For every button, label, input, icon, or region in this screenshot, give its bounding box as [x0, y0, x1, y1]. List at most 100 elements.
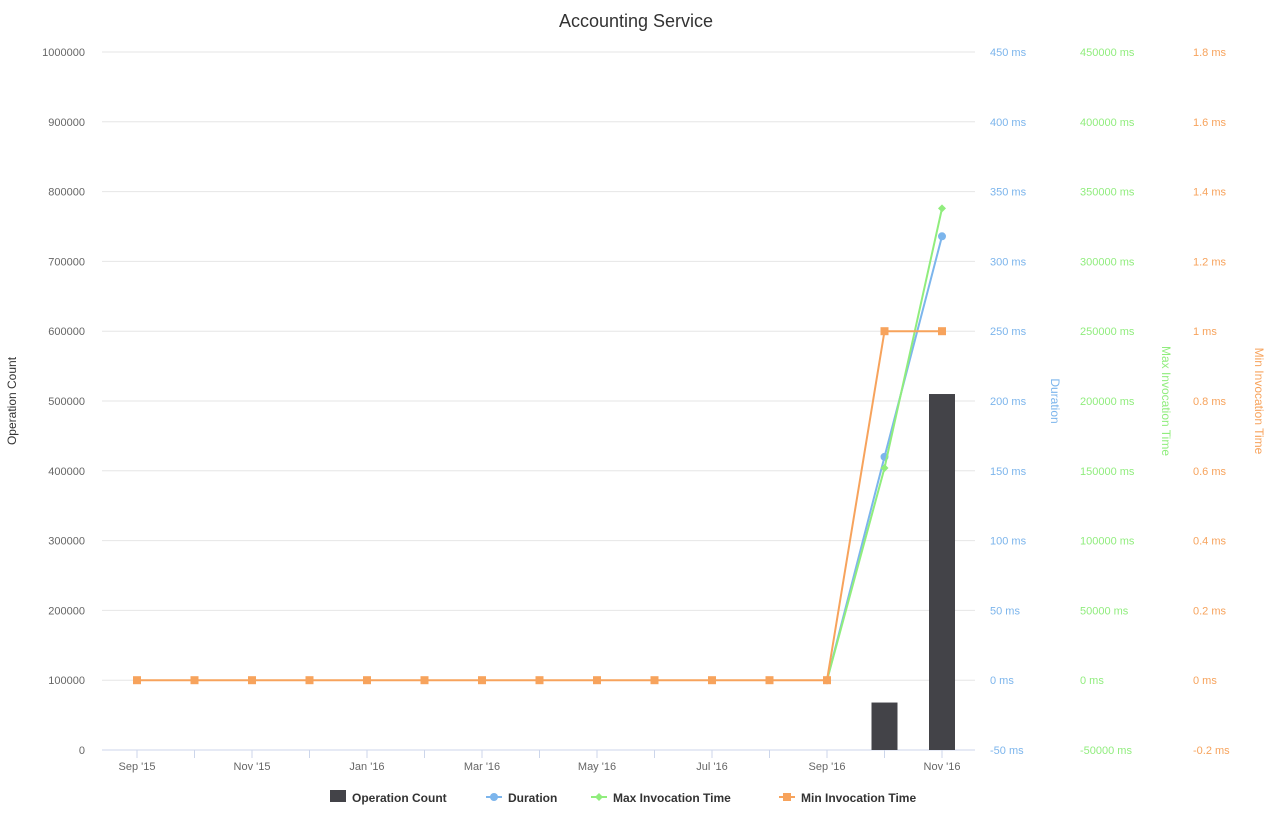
min-axis-title: Min Invocation Time	[1252, 348, 1266, 455]
point-min-invocation-time	[420, 676, 429, 685]
min-axis-tick-label: 0.2 ms	[1193, 605, 1227, 617]
left-axis-tick-label: 100000	[48, 675, 85, 687]
gridlines	[102, 51, 975, 751]
bar-operation-count	[929, 394, 955, 750]
left-axis-tick-label: 0	[79, 745, 85, 757]
point-max-invocation-time	[938, 204, 946, 213]
duration-axis-tick-label: 50 ms	[990, 605, 1020, 617]
min-axis-tick-label: 0.4 ms	[1193, 536, 1227, 548]
x-axis-tick-label: Jul '16	[696, 761, 727, 773]
point-min-invocation-time	[708, 676, 716, 685]
legend-symbol	[490, 793, 498, 801]
left-axis: 0 100000 200000 300000 400000 500000 600000 700…	[5, 47, 85, 757]
point-min-invocation-time	[363, 676, 371, 685]
max-axis-tick-label: 0 ms	[1080, 675, 1104, 687]
x-axis-tick-label: Jan '16	[349, 761, 384, 773]
legend-label: Duration	[508, 791, 557, 805]
duration-axis-tick-label: 450 ms	[990, 47, 1027, 59]
x-axis-tick-label: May '16	[578, 761, 616, 773]
point-min-invocation-time	[938, 327, 946, 336]
point-min-invocation-time	[823, 676, 831, 685]
min-axis-tick-label: 0.8 ms	[1193, 396, 1227, 408]
min-axis-tick-label: 1 ms	[1193, 326, 1217, 338]
chart-title: Accounting Service	[559, 11, 713, 31]
point-max-invocation-time	[880, 464, 889, 473]
max-axis-tick-label: 450000 ms	[1080, 47, 1135, 59]
duration-axis-tick-label: 350 ms	[990, 187, 1027, 199]
max-axis-tick-label: -50000 ms	[1080, 745, 1132, 757]
legend-label: Min Invocation Time	[801, 791, 916, 805]
legend-item-duration: Duration	[486, 791, 557, 805]
left-axis-tick-label: 800000	[48, 187, 85, 199]
legend-symbol	[783, 793, 791, 801]
point-min-invocation-time	[305, 676, 314, 685]
point-min-invocation-time	[478, 676, 486, 685]
legend-label: Max Invocation Time	[613, 791, 731, 805]
duration-axis-tick-label: 200 ms	[990, 396, 1027, 408]
left-axis-tick-label: 700000	[48, 256, 85, 268]
max-invocation-axis: -50000 ms 0 ms 50000 ms 100000 ms 150000 ms 2…	[1080, 47, 1173, 757]
min-axis-tick-label: 1.6 ms	[1193, 117, 1227, 129]
min-axis-tick-label: 0 ms	[1193, 675, 1217, 687]
x-axis: Sep '15 Nov '15 Jan '16 Mar '16 May '16 Jul '…	[102, 749, 975, 773]
min-axis-tick-label: 1.8 ms	[1193, 47, 1227, 59]
max-axis-tick-label: 300000 ms	[1080, 256, 1135, 268]
left-axis-tick-label: 1000000	[42, 47, 85, 59]
legend-item-min-invocation-time: Min Invocation Time	[779, 791, 916, 805]
min-axis-tick-label: 1.2 ms	[1193, 256, 1227, 268]
point-min-invocation-time	[133, 676, 141, 685]
left-axis-tick-label: 300000	[48, 536, 85, 548]
legend: Operation Count Duration Max Invocation Ti…	[330, 790, 916, 805]
x-axis-tick-label: Mar '16	[464, 761, 500, 773]
duration-axis: -50 ms 0 ms 50 ms 100 ms 150 ms 200 ms 250 ms 3…	[990, 47, 1062, 757]
point-min-invocation-time	[190, 676, 199, 685]
duration-axis-tick-label: 400 ms	[990, 117, 1027, 129]
x-axis-tick-label: Nov '15	[234, 761, 271, 773]
point-duration	[938, 232, 946, 241]
point-min-invocation-time	[765, 676, 774, 685]
max-axis-tick-label: 150000 ms	[1080, 466, 1135, 478]
duration-axis-tick-label: 100 ms	[990, 536, 1027, 548]
bar-operation-count	[871, 702, 898, 750]
duration-axis-title: Duration	[1048, 378, 1062, 423]
left-axis-title: Operation Count	[5, 356, 19, 445]
legend-label: Operation Count	[352, 791, 447, 805]
duration-axis-tick-label: -50 ms	[990, 745, 1024, 757]
point-min-invocation-time	[650, 676, 659, 685]
left-axis-tick-label: 500000	[48, 396, 85, 408]
max-axis-tick-label: 400000 ms	[1080, 117, 1135, 129]
duration-axis-tick-label: 150 ms	[990, 466, 1027, 478]
max-axis-tick-label: 100000 ms	[1080, 536, 1135, 548]
point-min-invocation-time	[535, 676, 544, 685]
max-axis-tick-label: 250000 ms	[1080, 326, 1135, 338]
legend-item-operation-count: Operation Count	[330, 790, 447, 805]
max-axis-tick-label: 200000 ms	[1080, 396, 1135, 408]
duration-axis-tick-label: 300 ms	[990, 256, 1027, 268]
left-axis-tick-label: 900000	[48, 117, 85, 129]
min-invocation-axis: -0.2 ms 0 ms 0.2 ms 0.4 ms 0.6 ms 0.8 ms 1 ms 1…	[1193, 47, 1266, 757]
duration-axis-tick-label: 0 ms	[990, 675, 1014, 687]
left-axis-tick-label: 400000	[48, 466, 85, 478]
point-min-invocation-time	[248, 676, 256, 685]
min-axis-tick-label: -0.2 ms	[1193, 745, 1230, 757]
x-axis-tick-label: Nov '16	[924, 761, 961, 773]
max-axis-tick-label: 50000 ms	[1080, 605, 1129, 617]
legend-symbol	[330, 790, 346, 802]
legend-symbol	[595, 793, 603, 801]
left-axis-tick-label: 600000	[48, 326, 85, 338]
min-axis-tick-label: 1.4 ms	[1193, 187, 1227, 199]
max-axis-title: Max Invocation Time	[1159, 346, 1173, 456]
min-axis-tick-label: 0.6 ms	[1193, 466, 1227, 478]
point-min-invocation-time	[880, 327, 889, 336]
duration-axis-tick-label: 250 ms	[990, 326, 1027, 338]
line-min-invocation-time	[137, 330, 942, 682]
operation-count-bars	[871, 394, 955, 750]
point-min-invocation-time	[593, 676, 601, 685]
x-axis-tick-label: Sep '15	[119, 761, 156, 773]
left-axis-tick-label: 200000	[48, 605, 85, 617]
max-axis-tick-label: 350000 ms	[1080, 187, 1135, 199]
x-axis-tick-label: Sep '16	[809, 761, 846, 773]
legend-item-max-invocation-time: Max Invocation Time	[591, 791, 731, 805]
series-lines	[133, 204, 946, 685]
